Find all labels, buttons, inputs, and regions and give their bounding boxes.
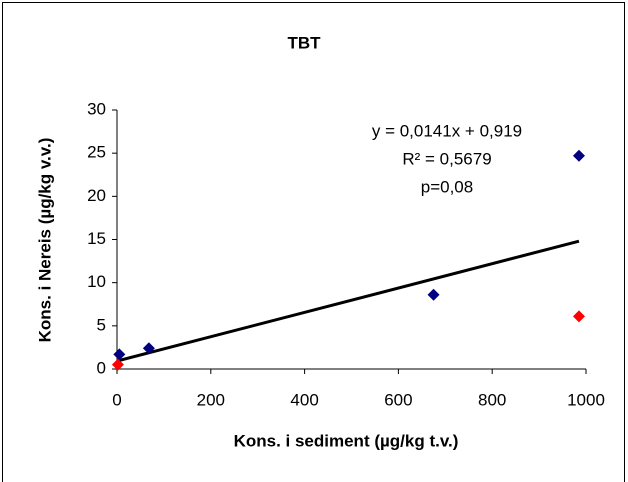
data-point xyxy=(572,149,585,162)
data-point xyxy=(142,342,155,355)
data-point xyxy=(111,358,124,371)
data-point xyxy=(572,310,585,323)
x-axis-label: Kons. i sediment (µg/kg t.v.) xyxy=(234,431,459,450)
trendline xyxy=(116,239,580,363)
y-axis-label: Kons. i Nereis (µg/kg v.v.) xyxy=(35,138,54,343)
data-point xyxy=(113,348,126,361)
p-value: p=0,08 xyxy=(421,177,473,196)
y-tick-label: 15 xyxy=(87,229,106,248)
x-tick-label: 400 xyxy=(290,390,318,409)
y-tick-label: 30 xyxy=(87,99,106,118)
y-tick-label: 0 xyxy=(97,358,106,377)
x-tick-label: 600 xyxy=(384,390,412,409)
y-tick-label: 5 xyxy=(97,315,106,334)
y-tick-label: 20 xyxy=(87,186,106,205)
data-point xyxy=(427,288,440,301)
r-squared: R² = 0,5679 xyxy=(402,149,491,168)
equation: y = 0,0141x + 0,919 xyxy=(372,121,522,140)
y-tick-label: 10 xyxy=(87,272,106,291)
x-tick-label: 1000 xyxy=(567,390,605,409)
x-tick-label: 800 xyxy=(478,390,506,409)
chart-title: TBT xyxy=(287,33,321,52)
x-tick-label: 200 xyxy=(197,390,225,409)
y-tick-label: 25 xyxy=(87,143,106,162)
x-tick-label: 0 xyxy=(112,390,121,409)
